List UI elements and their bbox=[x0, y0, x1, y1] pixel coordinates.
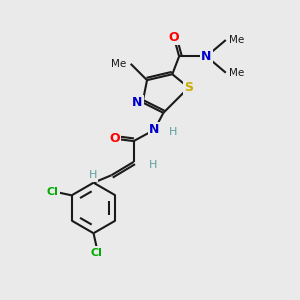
Text: Me: Me bbox=[111, 59, 126, 69]
Text: Me: Me bbox=[229, 68, 244, 78]
Text: N: N bbox=[149, 123, 160, 136]
Text: H: H bbox=[149, 160, 157, 170]
Text: O: O bbox=[109, 132, 120, 145]
Text: Me: Me bbox=[229, 35, 244, 45]
Text: Cl: Cl bbox=[46, 188, 58, 197]
Text: S: S bbox=[184, 81, 193, 94]
Text: H: H bbox=[169, 127, 177, 137]
Text: N: N bbox=[201, 50, 212, 63]
Text: Cl: Cl bbox=[91, 248, 102, 257]
Text: H: H bbox=[89, 170, 97, 180]
Text: O: O bbox=[169, 31, 179, 44]
Text: N: N bbox=[132, 96, 142, 109]
